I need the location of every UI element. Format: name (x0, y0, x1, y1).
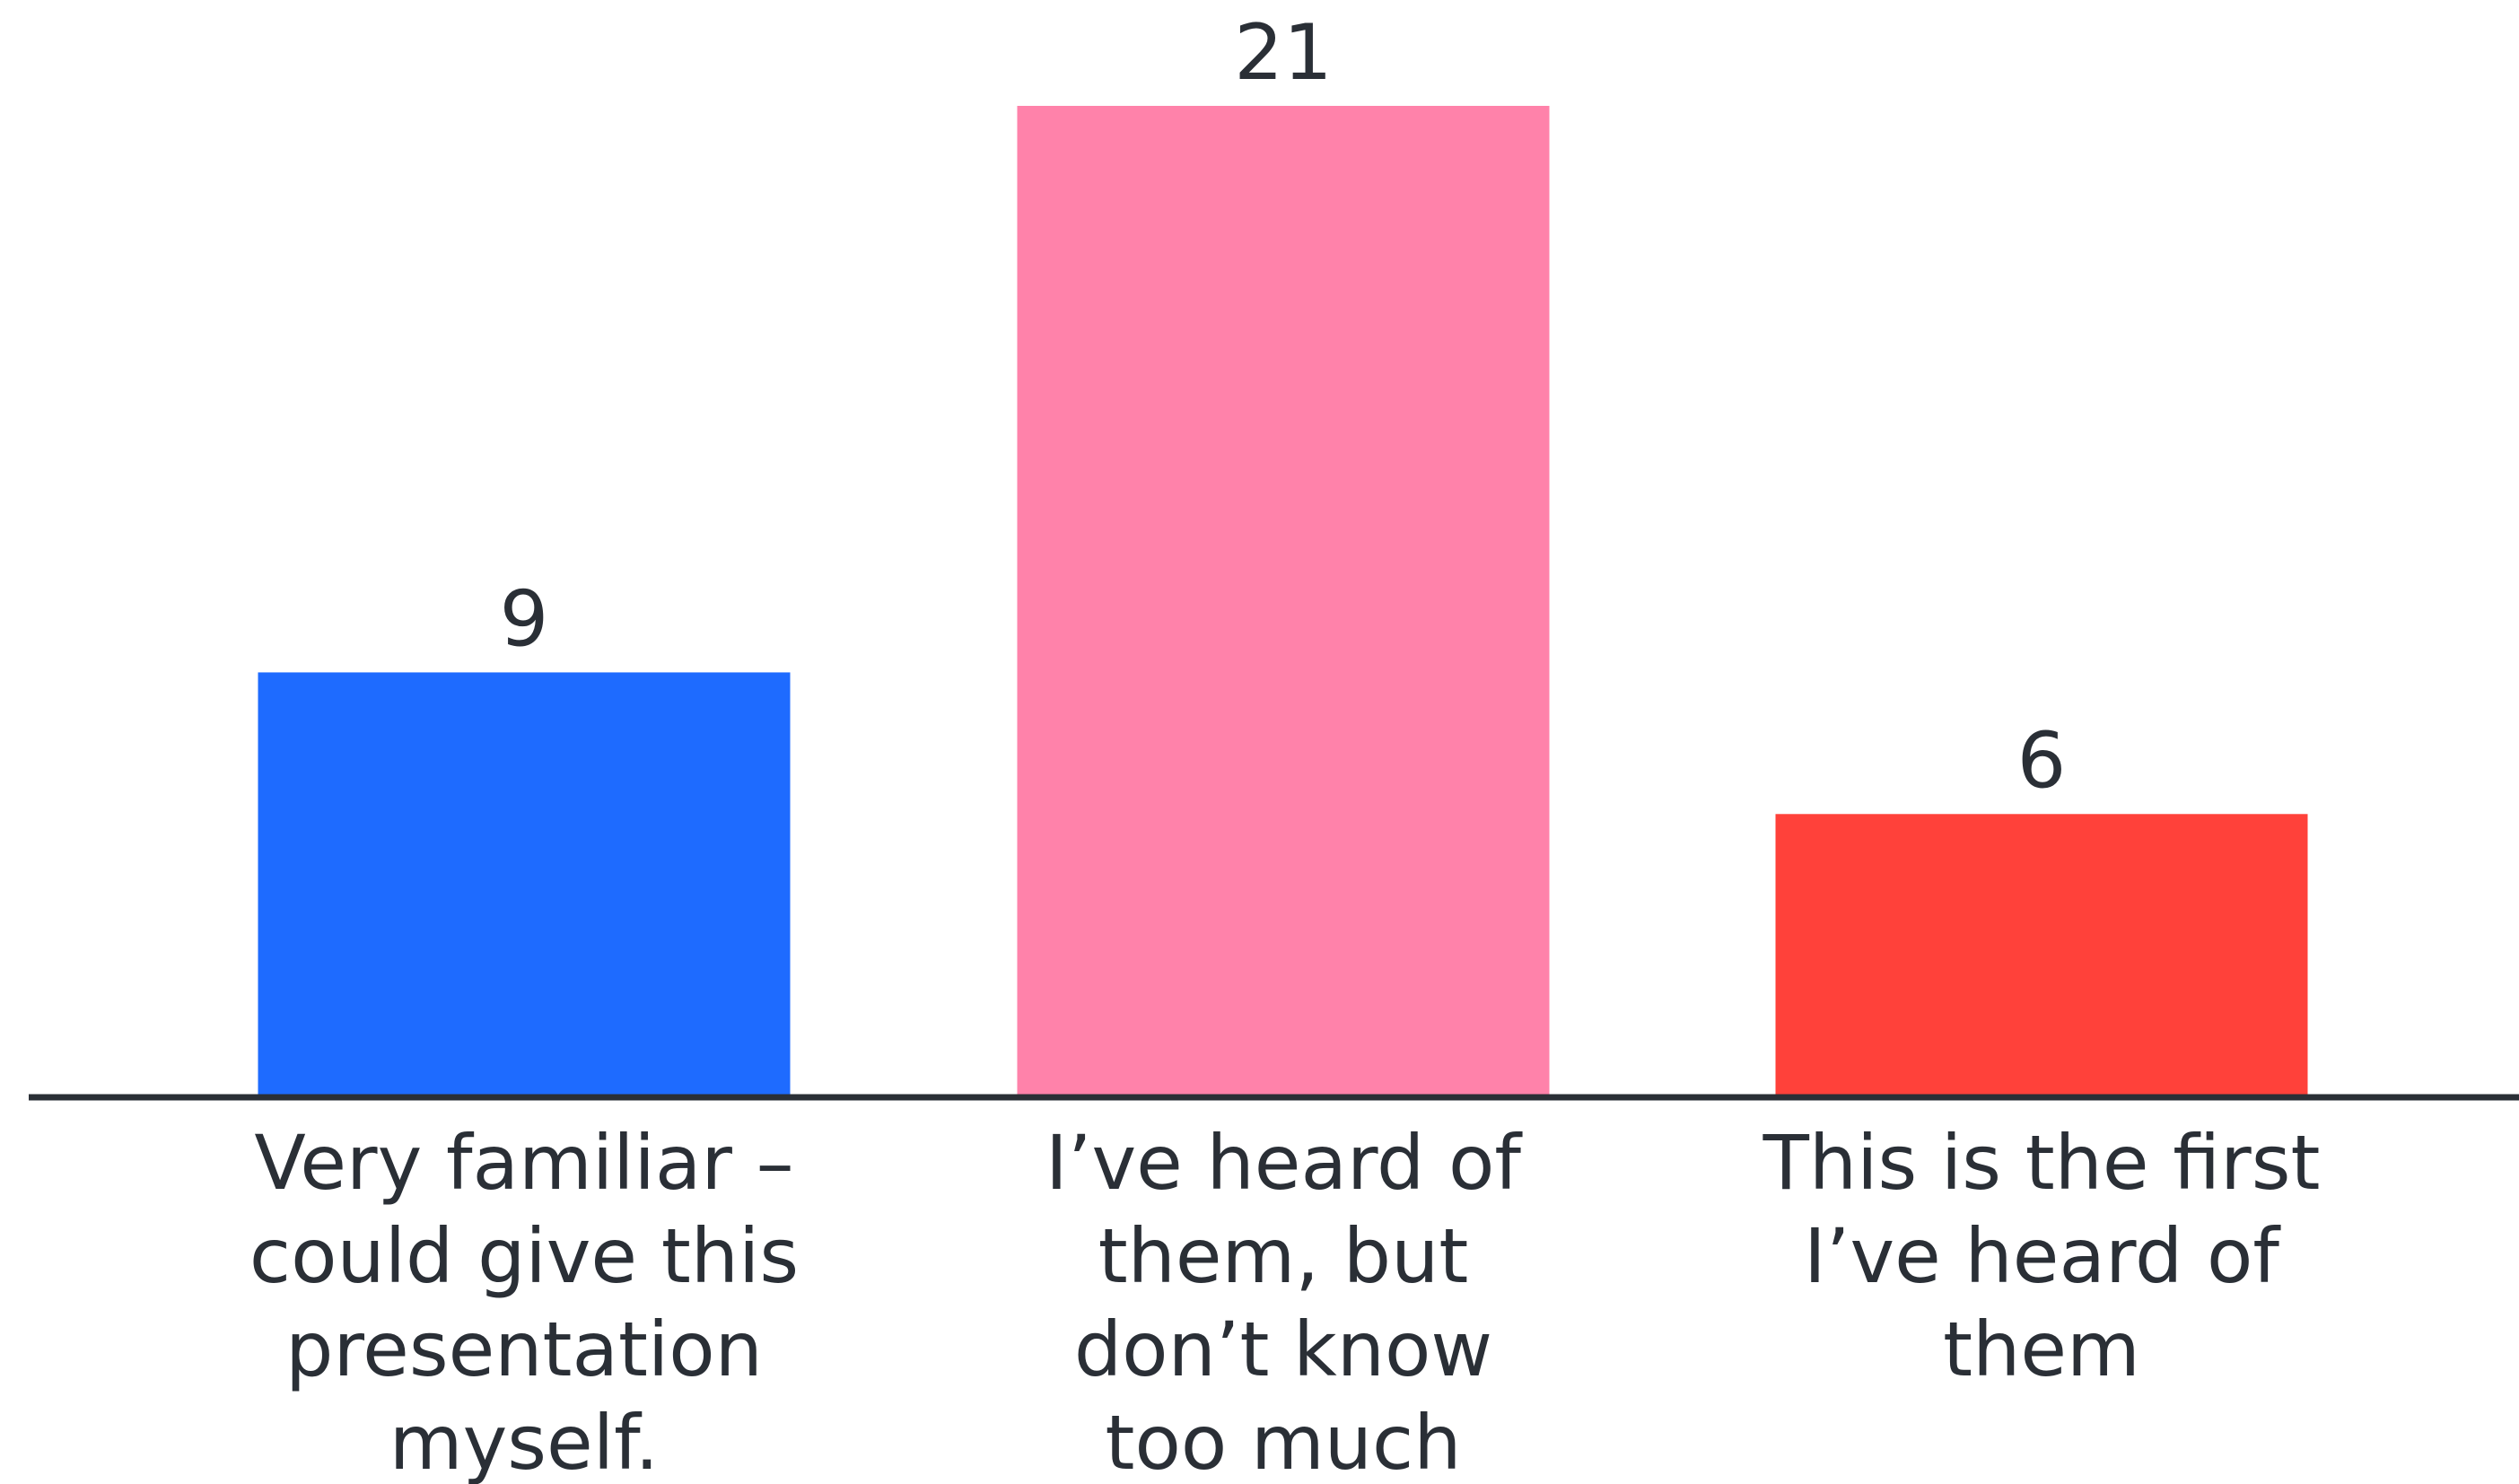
bars-layer (258, 106, 2308, 1097)
bar-1 (258, 672, 791, 1097)
category-label-line: too much (1106, 1399, 1462, 1484)
category-label-1: Very familiar – could give this presentati… (249, 1119, 799, 1484)
category-label-line: them (1943, 1305, 2140, 1393)
category-label-line: This is the first (1762, 1119, 2321, 1207)
bar-value-label-3: 6 (2017, 716, 2067, 806)
category-label-line: could give this (249, 1212, 799, 1300)
category-label-line: presentation (285, 1305, 763, 1393)
category-label-line: don’t know (1074, 1305, 1492, 1393)
category-label-line: I’ve heard of (1804, 1212, 2281, 1300)
bar-2 (1017, 106, 1550, 1097)
category-label-line: them, but (1098, 1212, 1469, 1300)
value-labels-layer: 9 21 6 (500, 8, 2067, 806)
category-label-2: I’ve heard of them, but don’t know too much (1045, 1119, 1523, 1484)
category-label-3: This is the first I’ve heard of them (1762, 1119, 2321, 1393)
category-labels-layer: Very familiar – could give this presentati… (249, 1119, 2321, 1484)
category-label-line: Very familiar – (254, 1119, 793, 1207)
bar-3 (1775, 814, 2308, 1097)
category-label-line: I’ve heard of (1045, 1119, 1523, 1207)
category-label-line: myself. (389, 1399, 659, 1484)
bar-value-label-1: 9 (500, 574, 549, 664)
bar-value-label-2: 21 (1234, 8, 1332, 98)
